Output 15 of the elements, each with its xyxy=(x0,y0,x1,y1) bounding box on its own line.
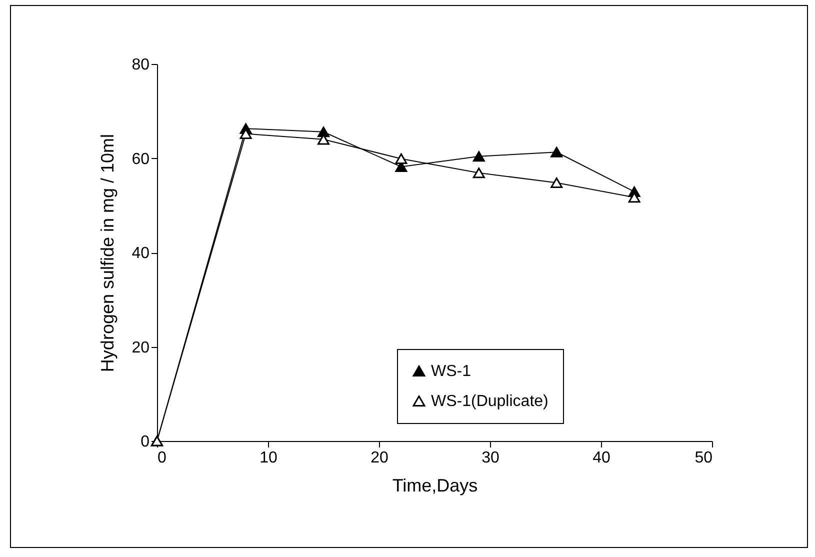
y-tick-label: 40 xyxy=(132,245,150,262)
y-axis-title: Hydrogen sulfide in mg / 10ml xyxy=(98,134,118,372)
x-tick-label: 20 xyxy=(370,450,388,466)
x-tick-label: 10 xyxy=(260,450,278,466)
legend-label: WS-1 xyxy=(431,363,472,380)
y-tick-label: 20 xyxy=(132,339,150,356)
x-tick-label: 0 xyxy=(158,450,166,466)
x-tick-label: 50 xyxy=(694,450,713,466)
legend-label: WS-1(Duplicate) xyxy=(431,393,548,410)
x-tick-label: 40 xyxy=(592,450,610,466)
x-axis-title: Time,Days xyxy=(392,476,478,496)
y-tick-label: 60 xyxy=(132,150,150,168)
x-tick-label: 30 xyxy=(482,450,500,466)
y-tick-label: 80 xyxy=(132,56,150,74)
y-tick-label: 0 xyxy=(140,434,150,450)
